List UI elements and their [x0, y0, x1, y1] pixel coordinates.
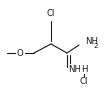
Text: NH: NH	[68, 64, 81, 74]
Text: O: O	[17, 48, 23, 58]
Text: Cl: Cl	[47, 9, 55, 18]
Text: NH: NH	[85, 37, 98, 46]
Text: 2: 2	[93, 43, 97, 49]
Text: H: H	[81, 64, 87, 74]
Text: Cl: Cl	[80, 77, 88, 86]
